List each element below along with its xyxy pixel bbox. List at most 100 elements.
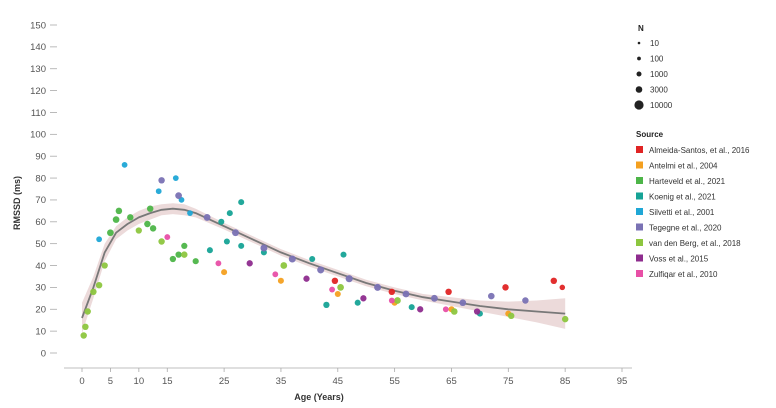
- source-legend-title: Source: [636, 130, 664, 139]
- y-tick-label: 0: [41, 348, 46, 359]
- point-series-6-6: [135, 227, 142, 234]
- point-series-5-1: [175, 192, 182, 199]
- x-tick-label: 85: [560, 376, 571, 387]
- size-legend-title: N: [638, 24, 644, 33]
- source-legend-swatch: [636, 161, 643, 169]
- point-series-6-9: [280, 262, 288, 269]
- point-series-6-7: [158, 238, 165, 245]
- point-series-6-4: [95, 281, 103, 289]
- x-axis-label: Age (Years): [294, 392, 344, 402]
- point-series-2-10: [192, 258, 199, 265]
- point-series-6-5: [101, 262, 108, 269]
- y-tick-label: 90: [35, 152, 46, 163]
- point-series-1-0: [221, 269, 228, 276]
- point-series-2-4: [144, 220, 151, 228]
- x-axis: 0 5 10 15 25 35 45 55 65 75 85 95: [64, 367, 632, 387]
- y-tick-label: 120: [30, 86, 46, 97]
- source-legend-swatch: [636, 146, 643, 153]
- point-series-0-0: [331, 277, 339, 285]
- data-points: [80, 162, 569, 339]
- source-legend-swatch: [636, 223, 643, 231]
- source-legend-label: Zulfiqar et al., 2010: [649, 270, 718, 279]
- point-series-8-0: [164, 234, 171, 241]
- point-series-7-2: [360, 295, 367, 302]
- point-series-7-0: [246, 260, 253, 267]
- source-legend-label: Harteveld et al., 2021: [649, 177, 726, 186]
- size-legend: N 10 100 1000 3000 10000: [634, 24, 673, 110]
- source-legend-swatch: [636, 254, 643, 262]
- x-tick-label: 55: [389, 376, 400, 387]
- x-tick-label: 45: [333, 376, 344, 387]
- source-legend: Source Almeida-Santos, et al., 2016 Antelm…: [636, 130, 750, 279]
- point-series-0-5: [559, 284, 566, 291]
- point-series-6-0: [80, 332, 87, 339]
- y-tick-label: 140: [30, 42, 46, 53]
- y-tick-label: 100: [30, 130, 46, 141]
- point-series-5-2: [203, 213, 211, 221]
- point-series-8-3: [329, 286, 336, 293]
- point-series-5-11: [459, 299, 467, 307]
- point-series-2-9: [181, 242, 188, 249]
- point-series-4-0: [96, 236, 102, 243]
- size-legend-label: 10: [650, 39, 659, 48]
- point-series-3-2: [223, 238, 230, 245]
- point-series-5-7: [345, 275, 353, 283]
- point-series-0-1: [388, 288, 396, 296]
- point-series-5-9: [402, 290, 410, 298]
- point-series-3-3: [226, 210, 233, 217]
- size-legend-dot: [637, 41, 641, 45]
- source-legend-swatch: [636, 270, 643, 277]
- point-series-8-4: [388, 297, 395, 304]
- x-tick-label: 25: [219, 376, 230, 387]
- size-legend-label: 1000: [650, 70, 668, 79]
- point-series-5-3: [232, 229, 239, 237]
- y-tick-label: 80: [35, 173, 46, 184]
- point-series-0-4: [550, 277, 558, 285]
- y-tick-label: 130: [30, 64, 46, 75]
- y-tick-label: 50: [35, 239, 46, 250]
- point-series-4-2: [155, 188, 162, 195]
- x-tick-label: 5: [108, 376, 113, 387]
- point-series-3-5: [238, 242, 245, 249]
- size-legend-label: 3000: [650, 86, 668, 95]
- point-series-4-1: [121, 162, 128, 168]
- point-series-7-1: [303, 275, 310, 282]
- point-series-2-3: [127, 214, 134, 221]
- point-series-2-8: [175, 251, 182, 258]
- size-legend-dot: [636, 71, 642, 77]
- y-tick-label: 40: [35, 261, 46, 272]
- point-series-6-13: [507, 312, 515, 320]
- x-tick-label: 65: [446, 376, 457, 387]
- source-legend-swatch: [636, 239, 643, 246]
- point-series-4-5: [187, 210, 193, 216]
- point-series-3-4: [238, 199, 245, 206]
- point-series-3-9: [340, 251, 347, 258]
- point-series-4-3: [172, 175, 179, 181]
- point-series-5-6: [317, 266, 325, 274]
- y-tick-label: 30: [35, 283, 46, 294]
- x-tick-label: 10: [134, 376, 145, 387]
- y-tick-label: 70: [35, 195, 46, 206]
- size-legend-dot: [637, 56, 641, 61]
- point-series-0-3: [502, 284, 509, 291]
- size-legend-label: 10000: [650, 101, 673, 110]
- y-tick-label: 10: [35, 326, 46, 337]
- point-series-5-8: [374, 283, 382, 291]
- source-legend-label: Silvetti et al., 2001: [649, 208, 715, 217]
- point-series-8-5: [442, 306, 449, 313]
- point-series-3-7: [309, 255, 316, 263]
- point-series-1-2: [334, 290, 341, 298]
- point-series-6-1: [82, 323, 89, 331]
- size-legend-label: 100: [650, 55, 664, 64]
- point-series-6-2: [84, 308, 91, 315]
- point-series-3-8: [323, 301, 330, 309]
- point-series-2-5: [146, 205, 154, 212]
- point-series-5-10: [431, 294, 438, 302]
- point-series-2-6: [149, 225, 157, 232]
- source-legend-label: Voss et al., 2015: [649, 254, 709, 263]
- source-legend-swatch: [636, 208, 643, 215]
- source-legend-label: Antelmi et al., 2004: [649, 161, 718, 170]
- point-series-2-1: [112, 216, 120, 223]
- point-series-8-1: [215, 260, 222, 267]
- point-series-5-13: [522, 297, 529, 304]
